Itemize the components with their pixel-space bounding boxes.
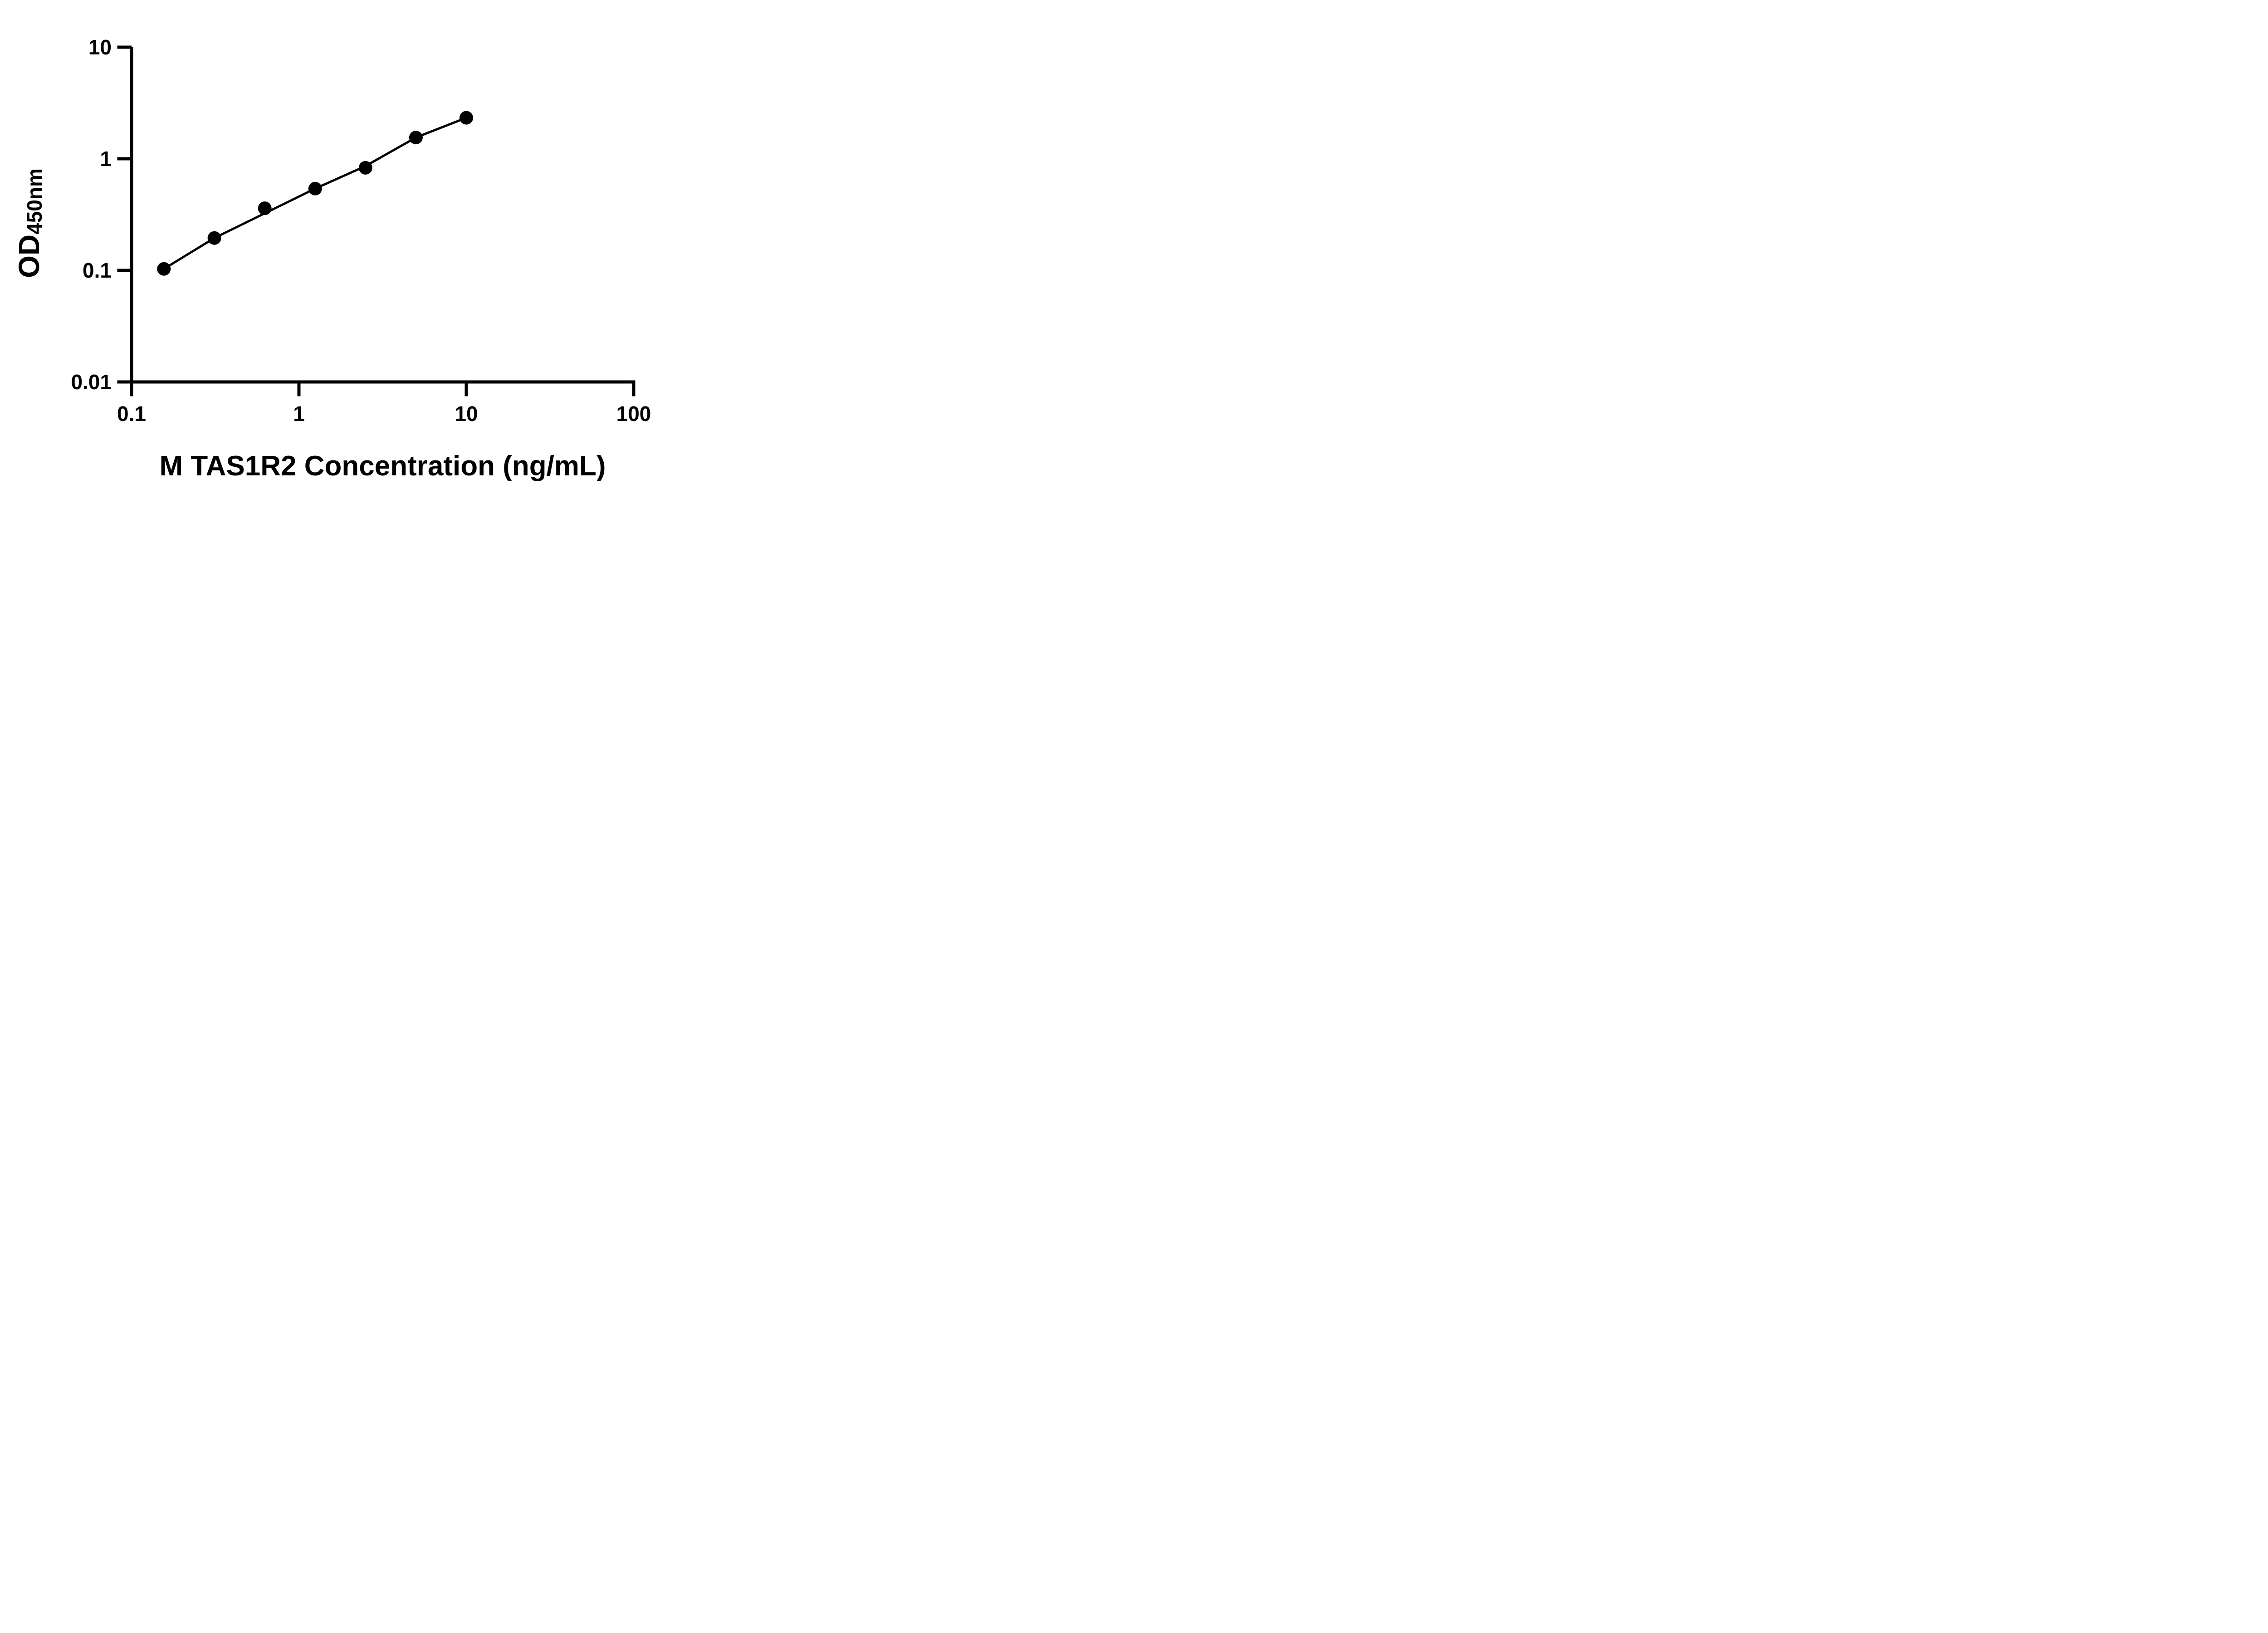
y-axis-title-subscript: 450nm: [22, 168, 46, 235]
x-axis-title: M TAS1R2 Concentration (ng/mL): [159, 450, 606, 482]
axes: [130, 47, 635, 384]
data-point: [157, 262, 171, 276]
y-tick-label: 0.1: [83, 259, 112, 282]
data-point: [409, 131, 423, 145]
y-tick-label: 0.01: [71, 370, 112, 394]
x-tick-label: 10: [455, 402, 478, 425]
trend-line-group: [163, 117, 467, 270]
standard-curve-chart: 0.01 0.1 1 10 0.1 1 10 100 M TAS1R2 Concentrati…: [0, 0, 711, 503]
elisa-standard-curve-figure: 0.01 0.1 1 10 0.1 1 10 100 M TAS1R2 Concentrati…: [0, 0, 711, 503]
x-tick-label: 1: [293, 402, 305, 425]
y-tick-label: 1: [100, 147, 112, 171]
data-point: [258, 201, 272, 215]
y-tick-label: 10: [88, 35, 112, 59]
trend-line: [163, 117, 467, 270]
data-points-group: [157, 111, 473, 276]
y-axis-title-main: OD: [13, 234, 45, 278]
data-point: [358, 161, 372, 175]
y-axis-title: OD 450nm: [12, 151, 53, 296]
x-tick-label: 0.1: [117, 402, 146, 425]
data-point: [207, 231, 221, 245]
ticks: [117, 45, 635, 396]
x-tick-label: 100: [616, 402, 651, 425]
data-point: [308, 181, 322, 196]
data-point: [459, 111, 473, 125]
